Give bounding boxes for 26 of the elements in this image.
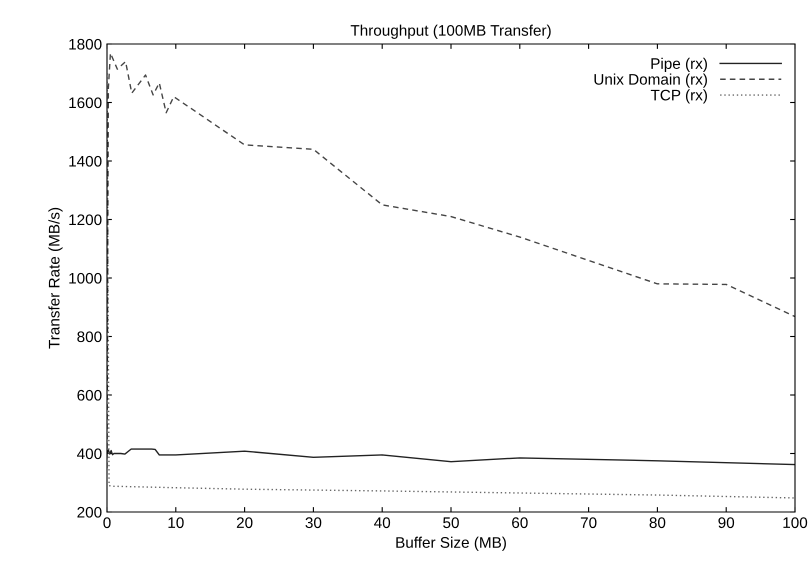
x-tick-label: 10 (168, 517, 184, 528)
y-tick-label: 400 (77, 448, 102, 460)
y-tick-label: 1000 (69, 272, 102, 284)
y-tick-label: 1400 (69, 156, 102, 167)
x-tick-label: 40 (374, 517, 390, 528)
x-tick-label: 100 (783, 517, 808, 528)
x-tick-label: 70 (580, 517, 596, 528)
chart-title: Throughput (100MB Transfer) (350, 24, 551, 39)
y-axis-title: Transfer Rate (MB/s) (48, 208, 63, 349)
x-tick-label: 20 (236, 517, 252, 528)
x-tick-label: 30 (305, 517, 322, 528)
x-tick-label: 60 (512, 517, 528, 528)
y-tick-label: 1200 (69, 214, 102, 226)
x-tick-label: 0 (103, 517, 111, 528)
x-tick-label: 50 (443, 517, 459, 528)
x-tick-label: 90 (718, 517, 734, 528)
legend-label: Pipe (rx) (651, 58, 707, 72)
y-tick-label: 1800 (69, 38, 102, 50)
y-tick-label: 600 (77, 390, 102, 401)
y-tick-label: 1600 (69, 97, 102, 108)
legend-label: TCP (rx) (650, 89, 707, 104)
x-axis-title: Buffer Size (MB) (396, 536, 506, 551)
x-tick-label: 80 (650, 517, 666, 528)
y-tick-label: 800 (77, 331, 102, 342)
y-tick-label: 200 (77, 506, 102, 518)
legend-label: Unix Domain (rx) (594, 74, 707, 88)
